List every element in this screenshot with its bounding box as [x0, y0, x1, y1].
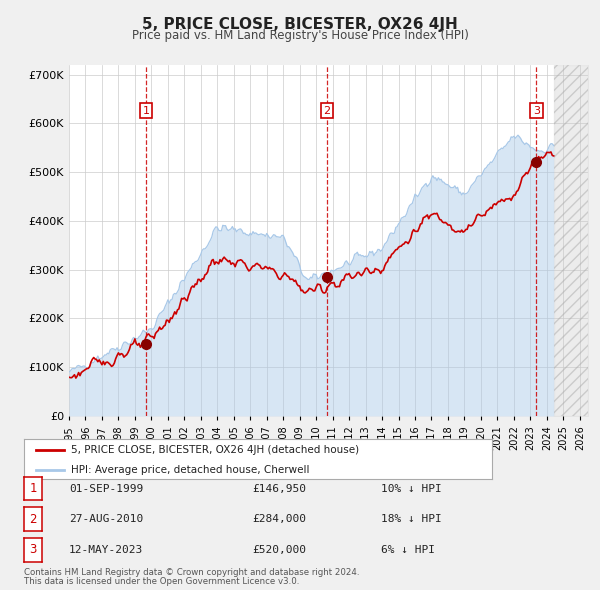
- Text: HPI: Average price, detached house, Cherwell: HPI: Average price, detached house, Cher…: [71, 466, 310, 476]
- Text: 1: 1: [142, 106, 149, 116]
- Text: 1: 1: [29, 482, 37, 495]
- Text: £284,000: £284,000: [252, 514, 306, 524]
- Bar: [554, 65, 588, 416]
- Text: 10% ↓ HPI: 10% ↓ HPI: [381, 484, 442, 493]
- Text: Price paid vs. HM Land Registry's House Price Index (HPI): Price paid vs. HM Land Registry's House …: [131, 30, 469, 42]
- Text: 3: 3: [29, 543, 37, 556]
- Text: 12-MAY-2023: 12-MAY-2023: [69, 545, 143, 555]
- Text: Contains HM Land Registry data © Crown copyright and database right 2024.: Contains HM Land Registry data © Crown c…: [24, 568, 359, 577]
- Text: 6% ↓ HPI: 6% ↓ HPI: [381, 545, 435, 555]
- Text: 5, PRICE CLOSE, BICESTER, OX26 4JH: 5, PRICE CLOSE, BICESTER, OX26 4JH: [142, 17, 458, 31]
- Text: 01-SEP-1999: 01-SEP-1999: [69, 484, 143, 493]
- Text: £146,950: £146,950: [252, 484, 306, 493]
- Text: This data is licensed under the Open Government Licence v3.0.: This data is licensed under the Open Gov…: [24, 578, 299, 586]
- Text: 2: 2: [323, 106, 331, 116]
- Text: 5, PRICE CLOSE, BICESTER, OX26 4JH (detached house): 5, PRICE CLOSE, BICESTER, OX26 4JH (deta…: [71, 445, 359, 455]
- Text: £520,000: £520,000: [252, 545, 306, 555]
- Text: 2: 2: [29, 513, 37, 526]
- Text: 18% ↓ HPI: 18% ↓ HPI: [381, 514, 442, 524]
- Text: 27-AUG-2010: 27-AUG-2010: [69, 514, 143, 524]
- Text: 3: 3: [533, 106, 540, 116]
